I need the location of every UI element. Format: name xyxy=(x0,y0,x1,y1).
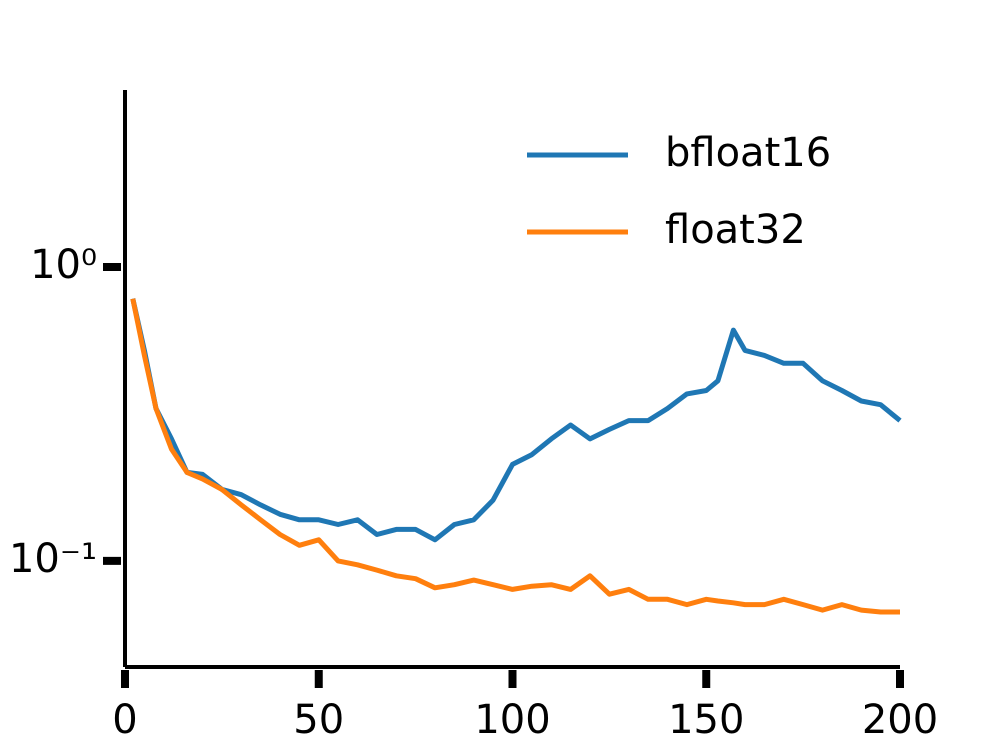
x-tick-label: 150 xyxy=(668,697,744,743)
data-line xyxy=(130,298,900,615)
x-tick-label: 200 xyxy=(862,697,938,743)
y-tick-label: 10⁻¹ xyxy=(9,536,97,582)
data-line xyxy=(130,298,902,543)
legend-label: float32 xyxy=(665,207,806,253)
x-tick-label: 0 xyxy=(112,697,137,743)
y-tick-label: 10⁰ xyxy=(30,242,97,288)
x-tick-label: 50 xyxy=(293,697,344,743)
x-tick-label: 100 xyxy=(474,697,550,743)
legend-label: bfloat16 xyxy=(665,130,831,176)
